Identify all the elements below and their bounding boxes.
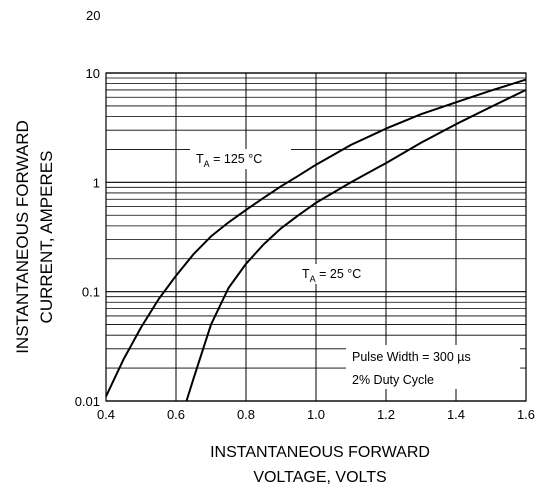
y-tick-label: 1 xyxy=(93,175,100,190)
svg-text:TA = 125 °C: TA = 125 °C xyxy=(196,152,262,169)
svg-text:TA = 25 °C: TA = 25 °C xyxy=(302,267,361,284)
series-125c-line xyxy=(105,78,527,397)
x-tick-label: 1.0 xyxy=(307,407,325,422)
x-tick-label: 0.8 xyxy=(237,407,255,422)
test-conditions: Pulse Width = 300 µs 2% Duty Cycle xyxy=(346,345,520,389)
duty-cycle-note: 2% Duty Cycle xyxy=(352,373,434,387)
svg-text:VOLTAGE, VOLTS: VOLTAGE, VOLTS xyxy=(253,469,386,486)
svg-text:INSTANTANEOUS FORWARD: INSTANTANEOUS FORWARD xyxy=(13,120,32,354)
x-tick-label: 0.4 xyxy=(97,407,115,422)
x-tick-label: 1.2 xyxy=(377,407,395,422)
label-125c: TA = 125 °C xyxy=(190,149,291,169)
plot-frame xyxy=(105,72,527,402)
series-25c-line xyxy=(185,89,527,402)
y-tick-label: 10 xyxy=(86,66,100,81)
page-number: 20 xyxy=(86,8,100,23)
svg-text:INSTANTANEOUS FORWARD: INSTANTANEOUS FORWARD xyxy=(210,444,430,461)
label-25c: TA = 25 °C xyxy=(296,264,382,284)
x-tick-label: 1.6 xyxy=(517,407,535,422)
pulse-width-note: Pulse Width = 300 µs xyxy=(352,350,471,364)
x-tick-label: 0.6 xyxy=(167,407,185,422)
grid xyxy=(105,72,527,402)
y-tick-labels: 0.01 0.1 1 10 xyxy=(75,66,100,409)
y-axis-label: INSTANTANEOUS FORWARD CURRENT, AMPERES xyxy=(13,120,56,354)
y-tick-label: 0.1 xyxy=(82,285,100,300)
curves xyxy=(105,78,527,402)
svg-text:CURRENT, AMPERES: CURRENT, AMPERES xyxy=(37,151,56,324)
y-tick-label: 0.01 xyxy=(75,394,100,409)
x-axis-label: INSTANTANEOUS FORWARD VOLTAGE, VOLTS xyxy=(210,444,430,486)
x-tick-labels: 0.4 0.6 0.8 1.0 1.2 1.4 1.6 xyxy=(97,407,535,422)
x-tick-label: 1.4 xyxy=(447,407,465,422)
